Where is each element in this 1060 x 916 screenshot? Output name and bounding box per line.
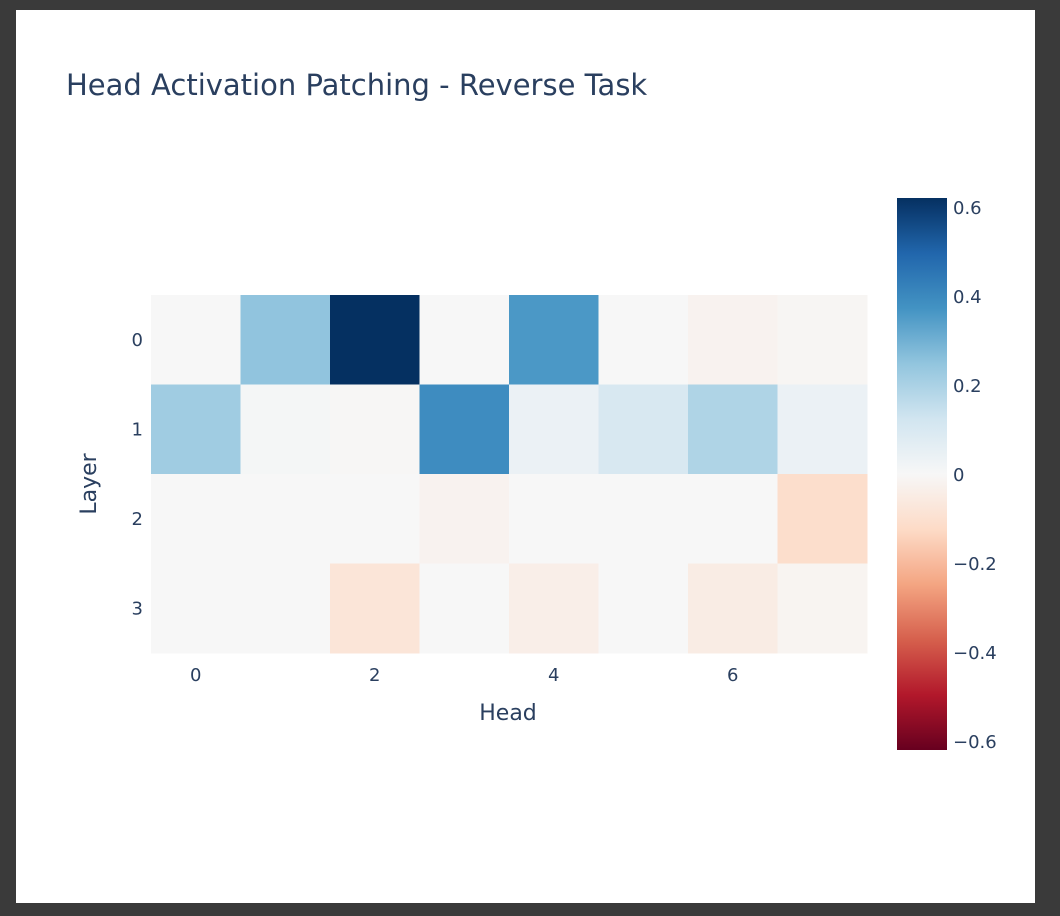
x-tick-label: 0 xyxy=(190,665,201,686)
x-tick-label: 2 xyxy=(369,665,380,686)
y-tick-label: 2 xyxy=(132,509,143,530)
y-tick-label: 3 xyxy=(132,598,143,619)
heatmap-cell-l3-h6[interactable] xyxy=(688,563,778,654)
chart-title: Head Activation Patching - Reverse Task xyxy=(66,68,647,102)
x-axis-ticks: 0 2 4 6 xyxy=(190,665,738,686)
heatmap-cell-l1-h7[interactable] xyxy=(777,384,868,475)
colorbar-tick-label: 0.2 xyxy=(953,376,982,397)
x-axis-label: Head xyxy=(479,701,537,726)
heatmap-chart: Head Activation Patching - Reverse Task … xyxy=(66,68,997,753)
heatmap-cell-l2-h5[interactable] xyxy=(598,474,689,564)
colorbar-tick-label: 0.6 xyxy=(953,198,982,219)
colorbar-tick-label: 0.4 xyxy=(953,287,982,308)
heatmap-cell-l1-h5[interactable] xyxy=(598,384,689,475)
heatmap-cell-l1-h2[interactable] xyxy=(330,384,420,475)
heatmap-cell-l2-h0[interactable] xyxy=(151,474,241,564)
heatmap-cell-l3-h7[interactable] xyxy=(777,563,868,654)
heatmap-cell-l0-h6[interactable] xyxy=(688,295,778,385)
y-axis-ticks: 0 1 2 3 xyxy=(132,330,143,620)
chart-frame: Head Activation Patching - Reverse Task … xyxy=(16,10,1035,903)
heatmap-cell-l1-h0[interactable] xyxy=(151,384,241,475)
heatmap-cell-l0-h1[interactable] xyxy=(240,295,331,385)
heatmap-cell-l1-h1[interactable] xyxy=(240,384,331,475)
heatmap-cell-l0-h4[interactable] xyxy=(509,295,599,385)
heatmap-cell-l3-h4[interactable] xyxy=(509,563,599,654)
heatmap-cell-l3-h5[interactable] xyxy=(598,563,689,654)
heatmap-cell-l1-h6[interactable] xyxy=(688,384,778,475)
heatmap-cell-l3-h3[interactable] xyxy=(419,563,510,654)
heatmap-cell-l0-h0[interactable] xyxy=(151,295,241,385)
colorbar-tick-label: −0.2 xyxy=(953,554,997,575)
heatmap-cell-l3-h2[interactable] xyxy=(330,563,420,654)
heatmap-cell-l3-h0[interactable] xyxy=(151,563,241,654)
colorbar-tick-label: −0.4 xyxy=(953,643,997,664)
colorbar-ticks: 0.6 0.4 0.2 0 −0.2 −0.4 −0.6 xyxy=(953,198,997,753)
colorbar xyxy=(897,198,947,750)
heatmap-cell-l2-h1[interactable] xyxy=(240,474,331,564)
x-tick-label: 4 xyxy=(548,665,559,686)
heatmap-cell-l0-h3[interactable] xyxy=(419,295,510,385)
heatmap-cell-l1-h4[interactable] xyxy=(509,384,599,475)
heatmap-cell-l0-h7[interactable] xyxy=(777,295,868,385)
y-axis-label: Layer xyxy=(77,452,102,514)
heatmap-cell-l0-h5[interactable] xyxy=(598,295,689,385)
heatmap-cells xyxy=(151,295,868,654)
colorbar-tick-label: 0 xyxy=(953,465,964,486)
heatmap-cell-l2-h7[interactable] xyxy=(777,474,868,564)
heatmap-cell-l0-h2[interactable] xyxy=(330,295,420,385)
heatmap-cell-l2-h3[interactable] xyxy=(419,474,510,564)
x-tick-label: 6 xyxy=(727,665,738,686)
y-tick-label: 0 xyxy=(132,330,143,351)
heatmap-cell-l1-h3[interactable] xyxy=(419,384,510,475)
heatmap-cell-l3-h1[interactable] xyxy=(240,563,331,654)
heatmap-cell-l2-h2[interactable] xyxy=(330,474,420,564)
heatmap-cell-l2-h6[interactable] xyxy=(688,474,778,564)
colorbar-tick-label: −0.6 xyxy=(953,732,997,753)
y-tick-label: 1 xyxy=(132,419,143,440)
heatmap-cell-l2-h4[interactable] xyxy=(509,474,599,564)
